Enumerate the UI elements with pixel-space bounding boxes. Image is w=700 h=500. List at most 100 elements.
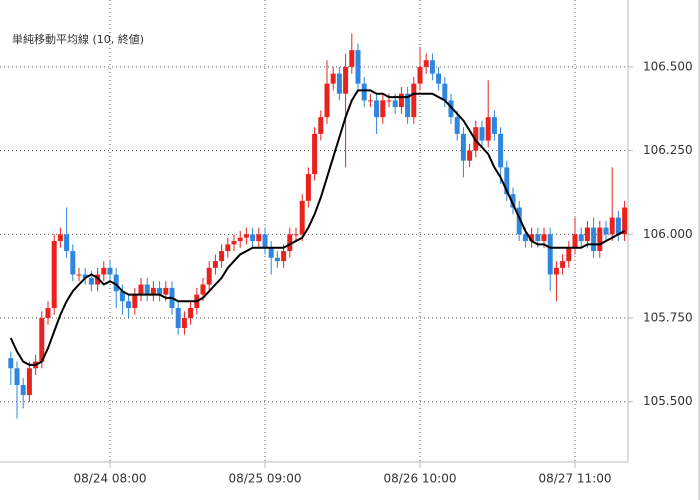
candle-body (150, 287, 156, 295)
plot (8, 33, 628, 419)
candle-body (355, 50, 361, 84)
candle-body (510, 194, 516, 208)
candle-body (181, 318, 187, 329)
x-tick-label: 08/27 11:00 (539, 472, 612, 486)
candle-body (281, 251, 287, 262)
candle-body (188, 307, 194, 319)
candle-body (560, 261, 566, 268)
candle-body (591, 227, 597, 252)
candle-body (423, 60, 429, 67)
candle-body (206, 267, 212, 285)
candle-body (200, 284, 206, 295)
grid: 105.500 105.750 106.000 106.250 106.500 08/24… (0, 0, 693, 486)
candle-body (405, 93, 411, 118)
candle-body (529, 234, 535, 242)
candle-body (119, 291, 125, 302)
legend-label: 単純移動平均線 (10, 終値) (12, 32, 144, 46)
candle-body (336, 73, 342, 94)
candle-body (305, 174, 311, 201)
candle-body (454, 117, 460, 134)
candle-body (597, 227, 603, 252)
candle-body (566, 247, 572, 262)
candle-body (491, 117, 497, 134)
candle-body (107, 267, 113, 275)
candle-body (76, 274, 82, 276)
candle-body (380, 100, 386, 118)
candle-body (324, 83, 330, 118)
candle-body (541, 234, 547, 242)
sma-line (9, 89, 626, 366)
candle-body (64, 234, 70, 252)
candle-body (14, 368, 20, 385)
x-tick-label: 08/25 09:00 (229, 472, 302, 486)
candle-body (57, 234, 63, 242)
candle-body (367, 100, 373, 102)
candle-body (20, 384, 26, 396)
candle-body (436, 73, 442, 84)
candle-body (243, 234, 249, 238)
candle-body (144, 284, 150, 295)
candle-body (51, 241, 57, 308)
candle-body (113, 274, 119, 292)
candle-body (578, 234, 584, 242)
y-tick-label: 106.000 (643, 227, 693, 241)
candle-body (95, 274, 101, 285)
candle-body (498, 133, 504, 168)
candle-body (126, 301, 132, 308)
candle-body (274, 257, 280, 262)
candle-body (442, 83, 448, 101)
candle-body (26, 368, 32, 396)
candle-body (299, 200, 305, 235)
candle-body (398, 93, 404, 108)
candle-body (268, 247, 274, 258)
candle-body (231, 241, 237, 245)
candle-body (572, 234, 578, 248)
candle-body (392, 100, 398, 108)
y-tick-label: 105.500 (643, 394, 693, 408)
candle-body (467, 150, 473, 161)
candle-body (132, 294, 138, 308)
x-tick-label: 08/26 10:00 (384, 472, 457, 486)
candle-body (39, 318, 45, 362)
candle-body (318, 117, 324, 134)
candle-body (460, 133, 466, 161)
candle-body (417, 66, 423, 84)
candle-body (361, 83, 367, 101)
candle-body (479, 127, 485, 141)
candle-body (429, 60, 435, 74)
candle-body (101, 267, 107, 275)
candle-body (584, 227, 590, 242)
candle-body (622, 207, 628, 235)
candle-body (219, 251, 225, 262)
candle-body (88, 277, 94, 285)
y-tick-label: 106.250 (643, 143, 693, 157)
candle-body (70, 251, 76, 275)
candle-body (603, 227, 609, 235)
candle-body (535, 234, 541, 242)
candle-body (516, 207, 522, 235)
candle-body (386, 100, 392, 102)
candle-body (312, 133, 318, 175)
candle-body (609, 217, 615, 235)
candle-body (250, 234, 256, 242)
candle-body (349, 50, 355, 67)
candle-body (485, 117, 491, 141)
candle-body (411, 83, 417, 118)
candle-body (547, 234, 553, 275)
candle-body (448, 100, 454, 118)
candle-body (237, 237, 243, 242)
candle-body (8, 358, 14, 369)
x-tick-label: 08/24 08:00 (74, 472, 147, 486)
candle-body (212, 261, 218, 268)
candle-body (504, 167, 510, 195)
candle-body (256, 234, 262, 242)
candle-body (262, 234, 268, 248)
y-tick-label: 105.750 (643, 311, 693, 325)
candle-body (45, 307, 51, 319)
candle-body (225, 244, 231, 252)
candle-body (553, 267, 559, 275)
candle-body (287, 234, 293, 252)
candle-body (615, 217, 621, 235)
